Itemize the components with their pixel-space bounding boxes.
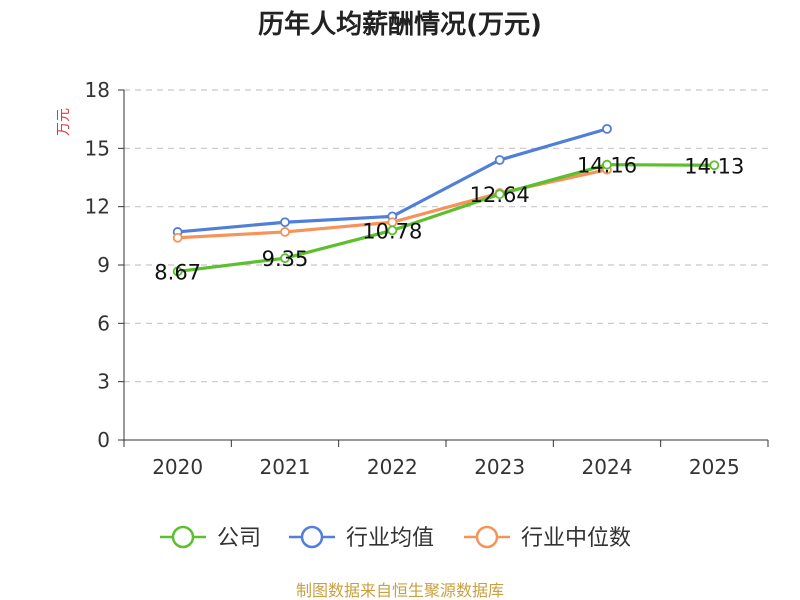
data-point: [280, 253, 290, 264]
axes: 0 3 6 9 12 15 18 2020 2021 2022 2023 2024 2025: [85, 78, 769, 479]
legend-label: 行业中位数: [521, 526, 631, 551]
y-tick-label: 12: [85, 195, 110, 219]
data-point: [602, 123, 612, 134]
source-note: 制图数据来自恒生聚源数据库: [296, 581, 504, 600]
y-tick-label: 9: [97, 253, 110, 277]
data-point: [280, 217, 290, 228]
y-axis-label: 万元: [56, 108, 72, 136]
x-tick-label: 2024: [582, 455, 633, 479]
data-label: 8.67: [154, 260, 201, 284]
series-group: [172, 123, 720, 277]
y-tick-label: 6: [97, 311, 110, 335]
x-tick-label: 2025: [689, 455, 740, 479]
data-point: [494, 155, 505, 165]
data-point: [602, 159, 612, 170]
data-point: [387, 225, 398, 236]
data-label: 12.64: [470, 183, 530, 207]
legend: 公司 行业均值 行业中位数: [160, 525, 631, 551]
y-tick-label: 18: [85, 78, 110, 102]
x-tick-label: 2022: [367, 455, 418, 479]
data-point: [172, 266, 183, 277]
legend-label: 公司: [217, 526, 261, 551]
data-point: [709, 160, 720, 171]
y-tick-label: 0: [97, 428, 110, 452]
x-tick-label: 2023: [474, 455, 525, 479]
data-label: 10.78: [362, 219, 422, 243]
x-tick-label: 2021: [260, 455, 311, 479]
y-tick-label: 3: [97, 370, 110, 394]
data-point: [280, 227, 290, 237]
data-label: 14.13: [684, 154, 744, 178]
data-point: [172, 232, 183, 243]
data-label: 9.35: [262, 247, 309, 271]
data-point: [494, 189, 505, 200]
series-line-0: [177, 163, 715, 274]
y-tick-label: 15: [85, 136, 110, 160]
x-tick-label: 2020: [152, 455, 203, 479]
legend-swatch-marker: [300, 525, 324, 549]
legend-swatch-marker: [171, 525, 195, 549]
data-labels: 8.67 9.35 10.78 12.64 14.16 14.13: [154, 154, 744, 285]
data-label: 14.16: [577, 154, 637, 178]
legend-swatch-marker: [475, 525, 499, 549]
chart-title: 历年人均薪酬情况(万元): [258, 9, 542, 40]
legend-label: 行业均值: [346, 526, 434, 551]
